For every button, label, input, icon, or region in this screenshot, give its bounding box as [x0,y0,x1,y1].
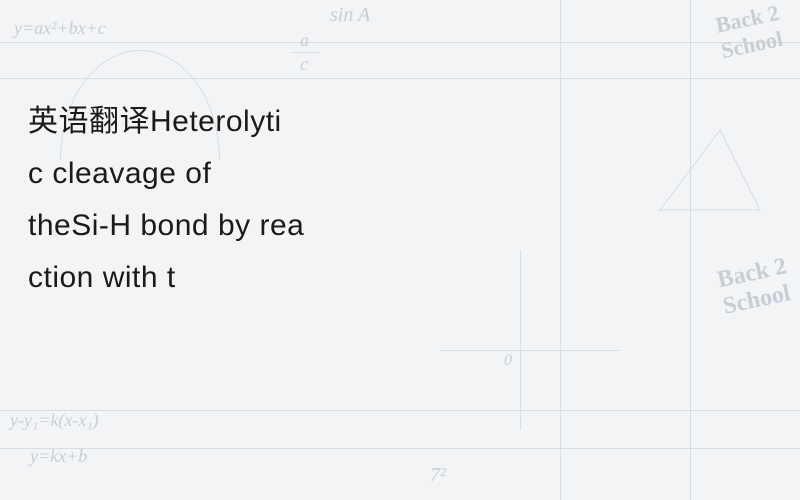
bg-formula: y-y₁=k(x-x₁) [10,410,99,431]
bg-banner-top: Back 2 School [713,0,787,64]
bg-rule-line [0,42,800,43]
bg-formula: c [300,54,308,75]
bg-axis [440,350,620,351]
text-line: theSi-H bond by rea [28,200,560,252]
bg-formula: y=kx+b [30,446,87,467]
bg-rule-line [0,410,800,411]
bg-fraction-bar [292,52,320,53]
bg-triangle [650,120,770,225]
bg-rule-line [0,448,800,449]
text-line: c cleavage of [28,148,560,200]
bg-rule-line [690,0,691,500]
bg-rule-line [560,0,561,500]
text-line: ction with t [28,252,560,304]
question-text: 英语翻译Heterolyti c cleavage of theSi-H bon… [28,96,560,304]
bg-formula: y=ax²+bx+c [14,18,106,39]
bg-formula: a [300,30,309,51]
bg-formula: sin A [330,4,370,27]
bg-formula: 7² [430,464,446,487]
bg-axis-origin: 0 [504,352,512,370]
bg-banner-right: Back 2 School [715,253,795,320]
text-line: 英语翻译Heterolyti [28,96,560,148]
